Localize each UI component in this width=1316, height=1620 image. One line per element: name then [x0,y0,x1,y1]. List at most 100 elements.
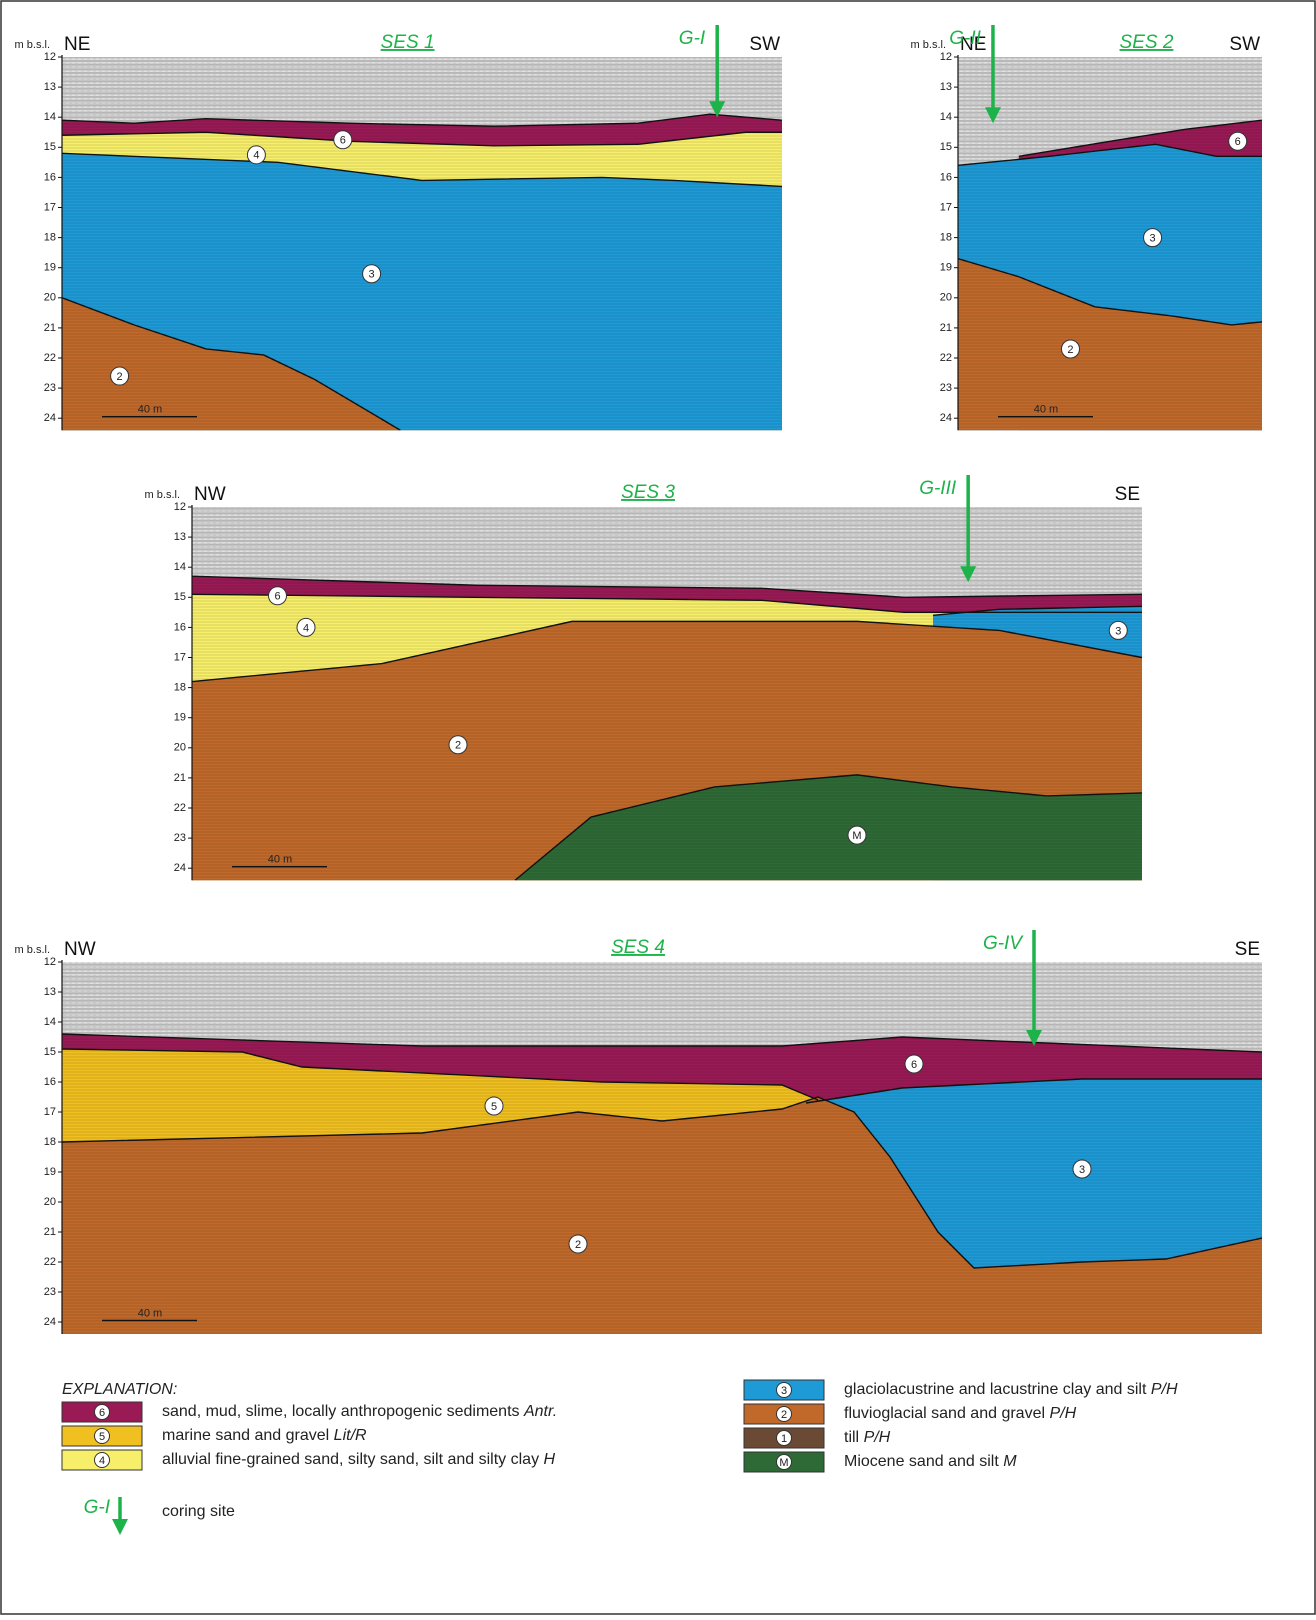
unit-label: 4 [303,622,309,634]
legend-description: alluvial fine-grained sand, silty sand, … [162,1451,539,1468]
unit-label: M [852,830,861,842]
right-direction: SW [749,34,780,55]
depth-tick-label: 16 [44,1076,56,1088]
legend-symbol: 1 [781,1433,787,1445]
depth-tick-label: 17 [44,1106,56,1118]
coring-label: G-IV [983,933,1024,954]
depth-tick-label: 17 [940,201,952,213]
legend-symbol: 2 [781,1409,787,1421]
legend-description: fluvioglacial sand and gravel [844,1405,1045,1422]
legend-symbol: 4 [99,1455,105,1467]
depth-tick-label: 16 [174,621,186,633]
stratification [62,962,1262,1334]
depth-tick-label: 17 [174,651,186,663]
legend-text: alluvial fine-grained sand, silty sand, … [162,1451,556,1468]
legend-description: sand, mud, slime, locally anthropogenic … [162,1403,520,1420]
depth-tick-label: 21 [940,322,952,334]
legend-symbol: M [779,1457,788,1469]
legend-coring-symbol: G-I [84,1497,111,1518]
depth-tick-label: 12 [174,501,186,513]
unit-label: 4 [253,150,259,162]
stratification [958,57,1262,430]
section-title: SES 4 [611,937,665,958]
legend-code: Antr. [523,1403,557,1420]
depth-tick-label: 20 [44,292,56,304]
depth-tick-label: 23 [940,382,952,394]
unit-label: 3 [1115,625,1121,637]
right-direction: SE [1115,484,1140,505]
unit-label: 6 [1235,136,1241,148]
depth-tick-label: 13 [44,81,56,93]
depth-label: m b.s.l. [911,39,946,51]
depth-tick-label: 19 [940,262,952,274]
depth-tick-label: 13 [940,81,952,93]
scale-label: 40 m [138,404,162,416]
coring-label: G-II [949,28,981,49]
scale-label: 40 m [1034,404,1058,416]
depth-tick-label: 22 [174,802,186,814]
legend-coring-arrow-head [112,1519,128,1535]
section-panel [62,962,1262,1336]
depth-tick-label: 13 [174,531,186,543]
coring-label: G-III [919,478,957,499]
depth-tick-label: 21 [44,322,56,334]
legend-code: P/H [1049,1405,1076,1422]
stratification [62,57,782,430]
depth-tick-label: 14 [44,111,56,123]
left-direction: NW [194,484,226,505]
section-panel [958,57,1262,432]
depth-tick-label: 22 [44,1256,56,1268]
depth-tick-label: 18 [940,232,952,244]
legend-symbol: 5 [99,1431,105,1443]
depth-tick-label: 21 [174,772,186,784]
unit-label: 3 [1079,1164,1085,1176]
section-panel [62,57,782,432]
depth-tick-label: 24 [940,412,952,424]
legend-coring-text: coring site [162,1503,235,1520]
depth-tick-label: 22 [44,352,56,364]
stratification [192,507,1142,880]
depth-tick-label: 20 [44,1196,56,1208]
legend-text: Miocene sand and silt M [844,1453,1017,1470]
scale-label: 40 m [138,1307,162,1319]
unit-label: 6 [274,591,280,603]
legend-text: fluvioglacial sand and gravel P/H [844,1405,1077,1422]
legend-code: H [544,1451,556,1468]
depth-tick-label: 18 [174,682,186,694]
depth-tick-label: 18 [44,232,56,244]
legend-title: EXPLANATION: [62,1381,177,1398]
unit-label: 3 [1149,233,1155,245]
unit-label: 2 [117,371,123,383]
depth-tick-label: 13 [44,986,56,998]
legend-description: marine sand and gravel [162,1427,329,1444]
legend-symbol: 6 [99,1407,105,1419]
legend-text: sand, mud, slime, locally anthropogenic … [162,1403,557,1420]
legend-symbol: 3 [781,1385,787,1397]
figure: EXPLANATION: 12131415161718192021222324m… [0,0,1316,1615]
unit-label: 2 [575,1239,581,1251]
section-title: SES 2 [1120,32,1174,53]
legend-code: M [1003,1453,1017,1470]
unit-label: 2 [1067,344,1073,356]
depth-tick-label: 20 [174,742,186,754]
right-direction: SE [1235,939,1260,960]
legend-description: Miocene sand and silt [844,1453,999,1470]
depth-label: m b.s.l. [15,39,50,51]
depth-tick-label: 24 [44,412,56,424]
depth-tick-label: 19 [174,712,186,724]
depth-tick-label: 12 [940,51,952,63]
legend-description: glaciolacustrine and lacustrine clay and… [844,1381,1147,1398]
legend-code: P/H [864,1429,891,1446]
depth-tick-label: 15 [174,591,186,603]
legend-text: marine sand and gravel Lit/R [162,1427,367,1444]
right-direction: SW [1229,34,1260,55]
scale-label: 40 m [268,854,292,866]
legend-text: till P/H [844,1429,891,1446]
coring-label: G-I [679,28,706,49]
section-panel [192,507,1142,882]
depth-tick-label: 21 [44,1226,56,1238]
depth-tick-label: 24 [44,1316,56,1328]
legend-description: till [844,1429,859,1446]
depth-tick-label: 19 [44,1166,56,1178]
legend-code: Lit/R [334,1427,367,1444]
